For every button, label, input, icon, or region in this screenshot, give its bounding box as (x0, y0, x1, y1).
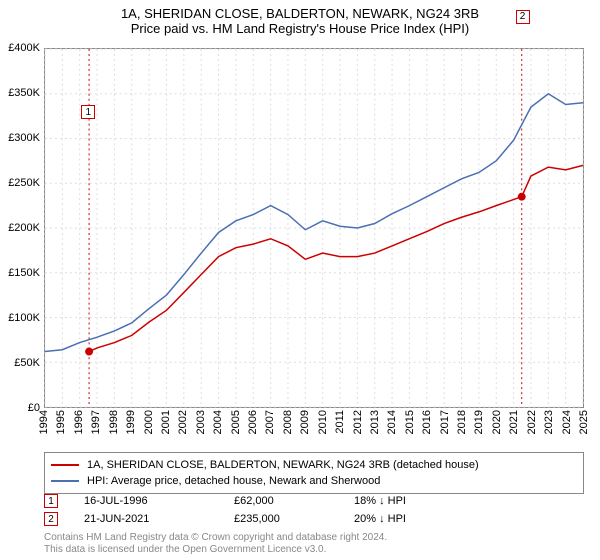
title-block: 1A, SHERIDAN CLOSE, BALDERTON, NEWARK, N… (0, 0, 600, 36)
legend-label: 1A, SHERIDAN CLOSE, BALDERTON, NEWARK, N… (87, 459, 479, 471)
x-tick-label: 2009 (299, 410, 311, 434)
footnote: Contains HM Land Registry data © Crown c… (44, 532, 584, 556)
legend-row: HPI: Average price, detached house, Newa… (51, 473, 577, 489)
x-tick-label: 1996 (73, 410, 85, 434)
y-tick-label: £400K (8, 42, 40, 54)
x-tick-label: 2016 (421, 410, 433, 434)
title-line-1: 1A, SHERIDAN CLOSE, BALDERTON, NEWARK, N… (0, 6, 600, 21)
x-tick-label: 1995 (55, 410, 67, 434)
x-tick-label: 2013 (369, 410, 381, 434)
x-tick-label: 2018 (456, 410, 468, 434)
title-line-2: Price paid vs. HM Land Registry's House … (0, 21, 600, 36)
x-tick-label: 1999 (125, 410, 137, 434)
transaction-row: 2 21-JUN-2021£235,00020% ↓ HPI (44, 510, 584, 528)
plot-svg (45, 49, 583, 407)
x-tick-label: 1994 (38, 410, 50, 434)
chart-marker-1: 1 (81, 105, 95, 119)
x-tick-label: 2015 (404, 410, 416, 434)
transaction-date: 21-JUN-2021 (84, 513, 234, 525)
footnote-line-2: This data is licensed under the Open Gov… (44, 544, 584, 556)
x-tick-label: 2014 (386, 410, 398, 434)
y-tick-label: £200K (8, 222, 40, 234)
x-tick-label: 2024 (561, 410, 573, 434)
x-tick-label: 2020 (491, 410, 503, 434)
series-hpi (45, 94, 583, 352)
x-tick-label: 2022 (526, 410, 538, 434)
transaction-marker: 2 (44, 512, 58, 526)
x-tick-label: 2001 (160, 410, 172, 434)
x-tick-label: 2019 (473, 410, 485, 434)
x-tick-label: 2002 (177, 410, 189, 434)
plot-frame (44, 48, 584, 408)
transaction-marker: 1 (44, 494, 58, 508)
series-price_paid (89, 165, 583, 351)
x-tick-label: 2021 (508, 410, 520, 434)
x-tick-label: 2008 (282, 410, 294, 434)
transaction-price: £235,000 (234, 513, 354, 525)
transaction-date: 16-JUL-1996 (84, 495, 234, 507)
x-tick-label: 2005 (230, 410, 242, 434)
x-tick-label: 2007 (264, 410, 276, 434)
transaction-table: 1 16-JUL-1996£62,00018% ↓ HPI 2 21-JUN-2021… (44, 492, 584, 528)
legend-swatch (51, 480, 79, 482)
x-tick-label: 2023 (543, 410, 555, 434)
y-tick-label: £350K (8, 87, 40, 99)
plot-area: 12 (44, 48, 584, 408)
x-tick-label: 2004 (212, 410, 224, 434)
transaction-price: £62,000 (234, 495, 354, 507)
y-tick-label: £150K (8, 267, 40, 279)
x-axis: 1994199519961997199819992000200120022003… (44, 410, 584, 450)
chart-container: 1A, SHERIDAN CLOSE, BALDERTON, NEWARK, N… (0, 0, 600, 560)
legend-label: HPI: Average price, detached house, Newa… (87, 475, 380, 487)
y-axis: £0£50K£100K£150K£200K£250K£300K£350K£400… (0, 48, 42, 408)
x-tick-label: 2025 (578, 410, 590, 434)
x-tick-label: 2017 (439, 410, 451, 434)
y-tick-label: £250K (8, 177, 40, 189)
x-tick-label: 2011 (334, 410, 346, 434)
transaction-diff: 20% ↓ HPI (354, 513, 474, 525)
x-tick-label: 2000 (143, 410, 155, 434)
y-tick-label: £100K (8, 312, 40, 324)
x-tick-label: 2010 (317, 410, 329, 434)
legend: 1A, SHERIDAN CLOSE, BALDERTON, NEWARK, N… (44, 452, 584, 494)
chart-marker-2: 2 (516, 10, 530, 24)
y-tick-label: £50K (14, 357, 40, 369)
x-tick-label: 2006 (247, 410, 259, 434)
x-tick-label: 1998 (108, 410, 120, 434)
transaction-diff: 18% ↓ HPI (354, 495, 474, 507)
x-tick-label: 2012 (352, 410, 364, 434)
footnote-line-1: Contains HM Land Registry data © Crown c… (44, 532, 584, 544)
x-tick-label: 2003 (195, 410, 207, 434)
legend-row: 1A, SHERIDAN CLOSE, BALDERTON, NEWARK, N… (51, 457, 577, 473)
x-tick-label: 1997 (90, 410, 102, 434)
legend-swatch (51, 464, 79, 466)
y-tick-label: £300K (8, 132, 40, 144)
transaction-row: 1 16-JUL-1996£62,00018% ↓ HPI (44, 492, 584, 510)
